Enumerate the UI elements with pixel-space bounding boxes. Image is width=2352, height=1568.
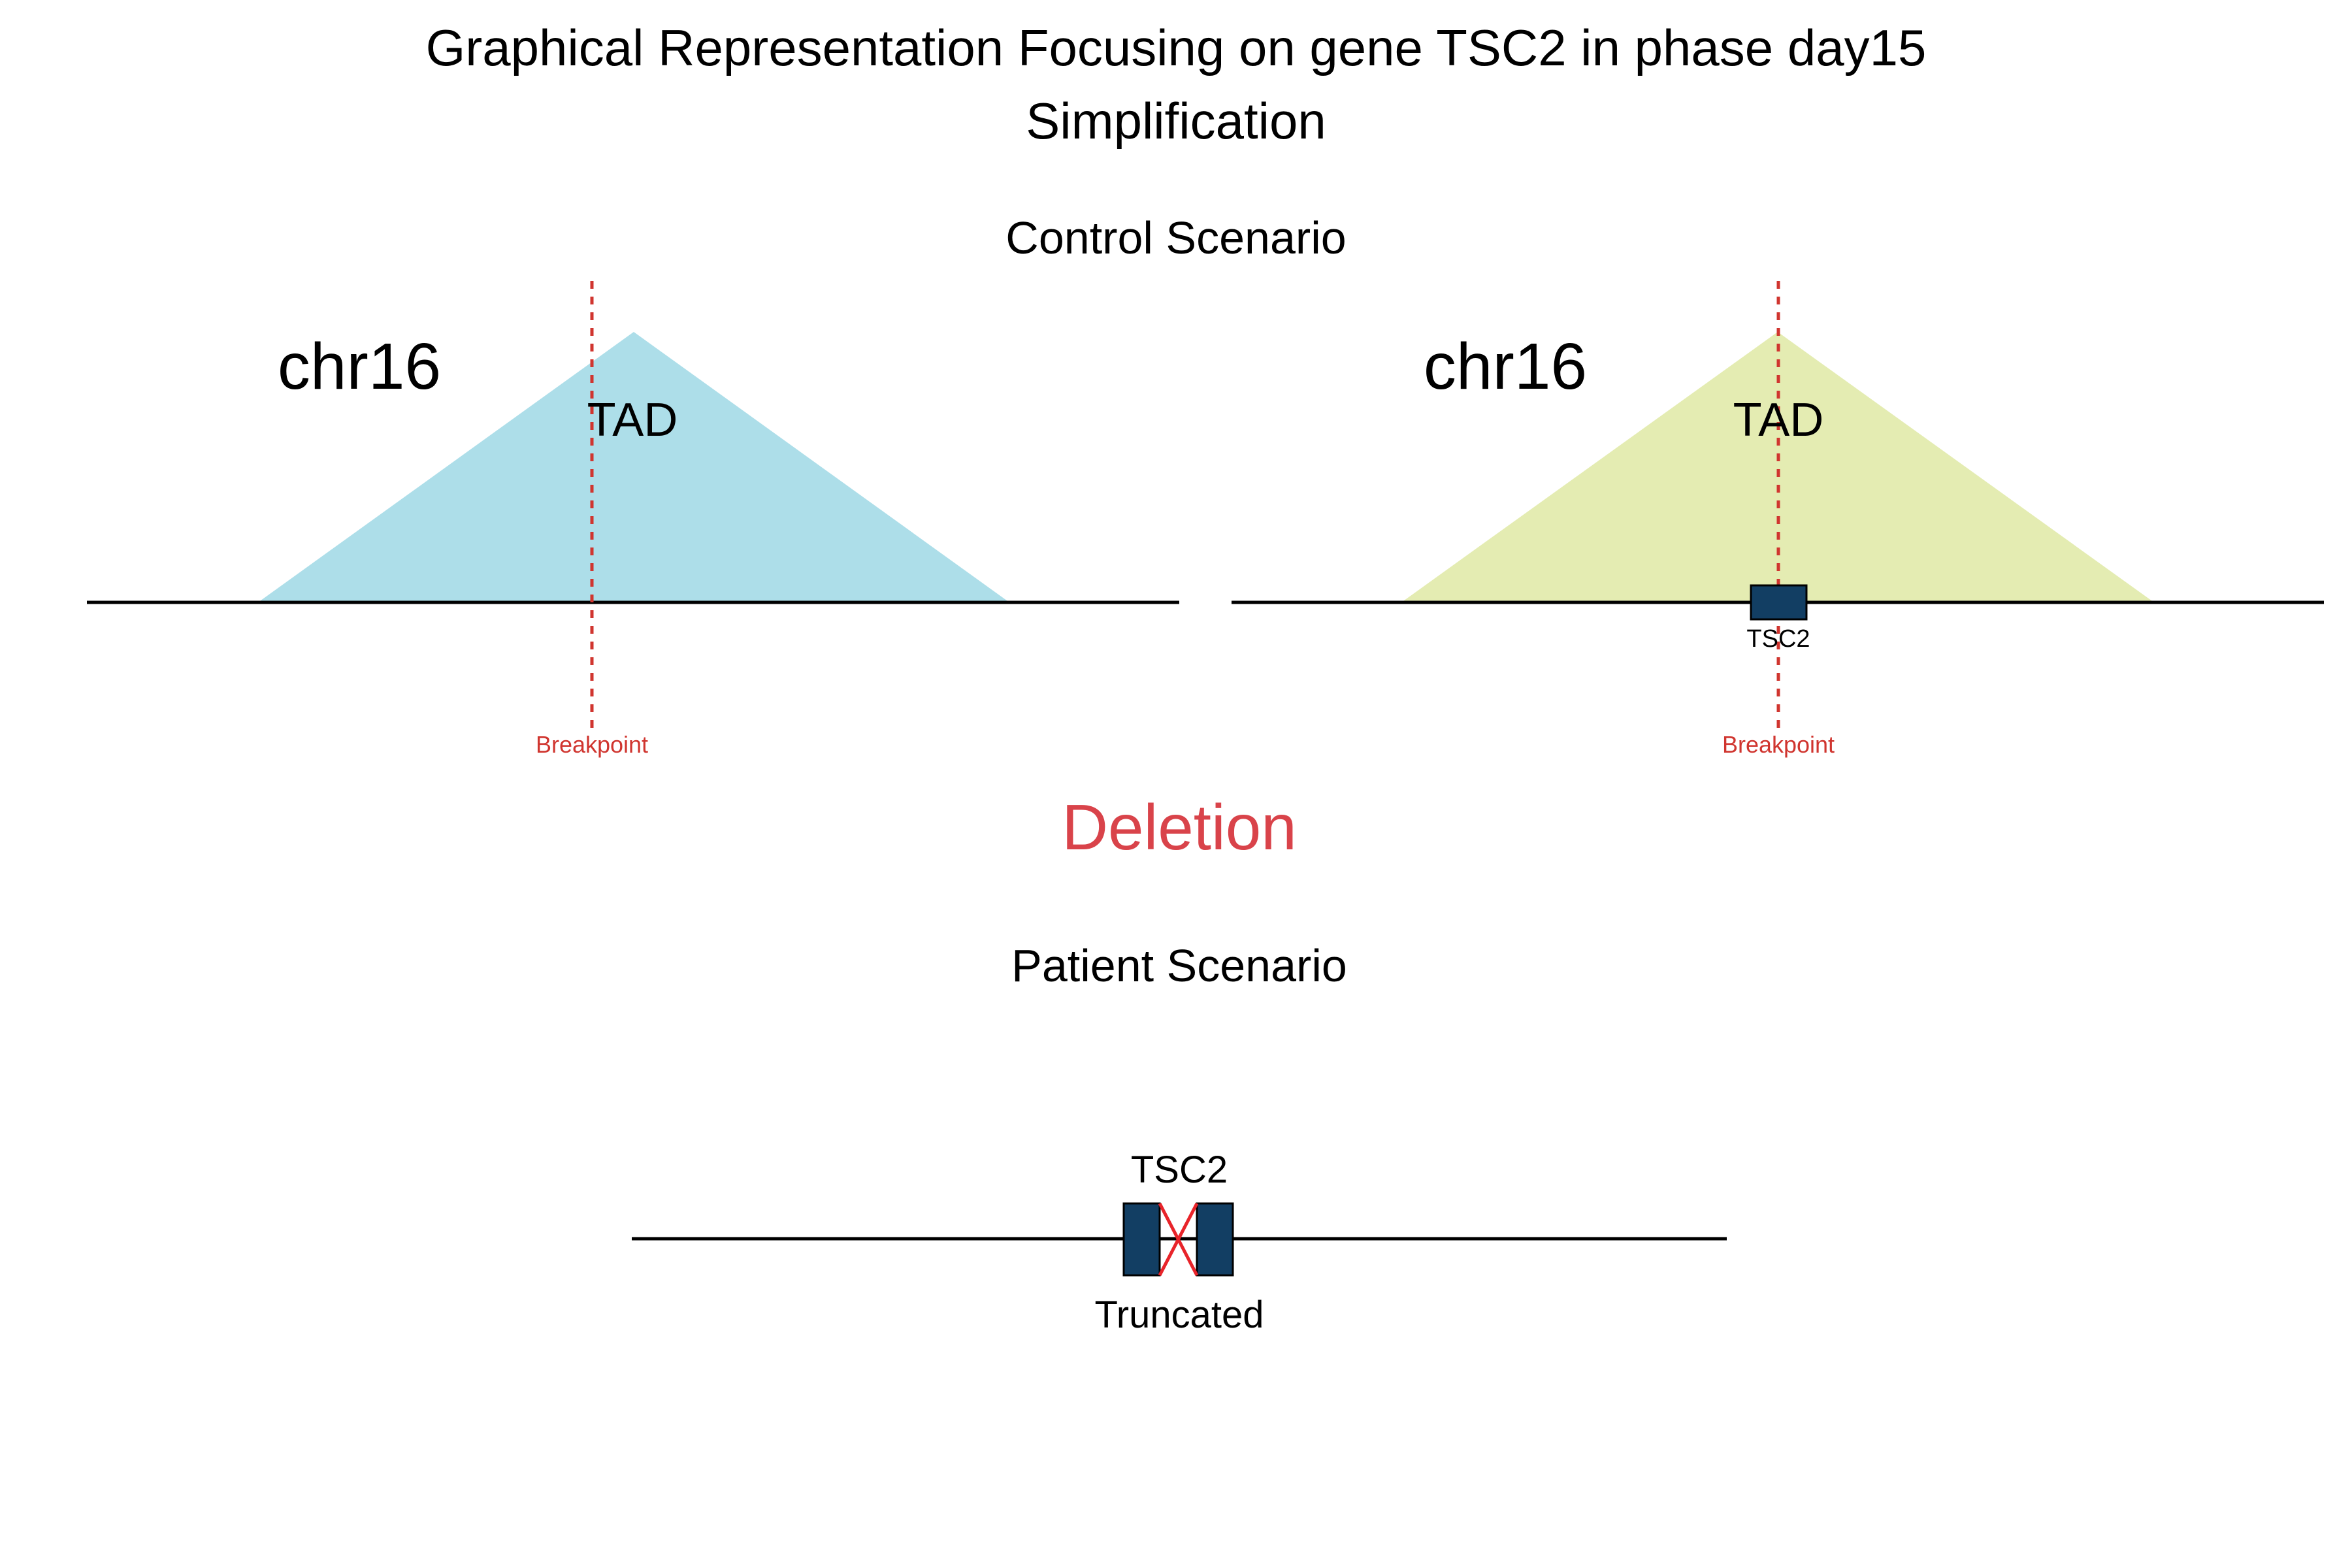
patient-scenario-heading: Patient Scenario — [1011, 940, 1347, 991]
gene-label-patient: TSC2 — [1131, 1149, 1228, 1191]
truncated-label: Truncated — [1095, 1294, 1264, 1336]
chrom-label-right: chr16 — [1424, 330, 1587, 403]
chrom-label-left: chr16 — [278, 330, 441, 403]
tsc2-fragment-left — [1122, 1202, 1161, 1277]
control-left-panel: chr16 TAD Breakpoint — [87, 281, 1179, 758]
breakpoint-label-left: Breakpoint — [536, 731, 648, 758]
tad-triangle-left — [258, 332, 1009, 602]
title-line-2: Simplification — [1026, 92, 1326, 150]
tsc2-gene-box-right — [1750, 584, 1808, 621]
control-scenario-heading: Control Scenario — [1005, 212, 1346, 263]
gene-label-right: TSC2 — [1746, 625, 1810, 653]
event-label: Deletion — [1062, 791, 1297, 863]
title-line-1: Graphical Representation Focusing on gen… — [426, 19, 1927, 76]
breakpoint-label-right: Breakpoint — [1722, 731, 1835, 758]
patient-panel: TSC2 Truncated — [632, 1149, 1727, 1336]
control-right-panel: chr16 TAD TSC2 Breakpoint — [1232, 281, 2324, 758]
tad-label-right: TAD — [1733, 394, 1824, 446]
tsc2-fragment-right — [1196, 1202, 1234, 1277]
tad-label-left: TAD — [587, 394, 678, 446]
tad-triangle-right — [1401, 332, 2154, 602]
deletion-cross-line-2 — [1158, 1202, 1199, 1277]
